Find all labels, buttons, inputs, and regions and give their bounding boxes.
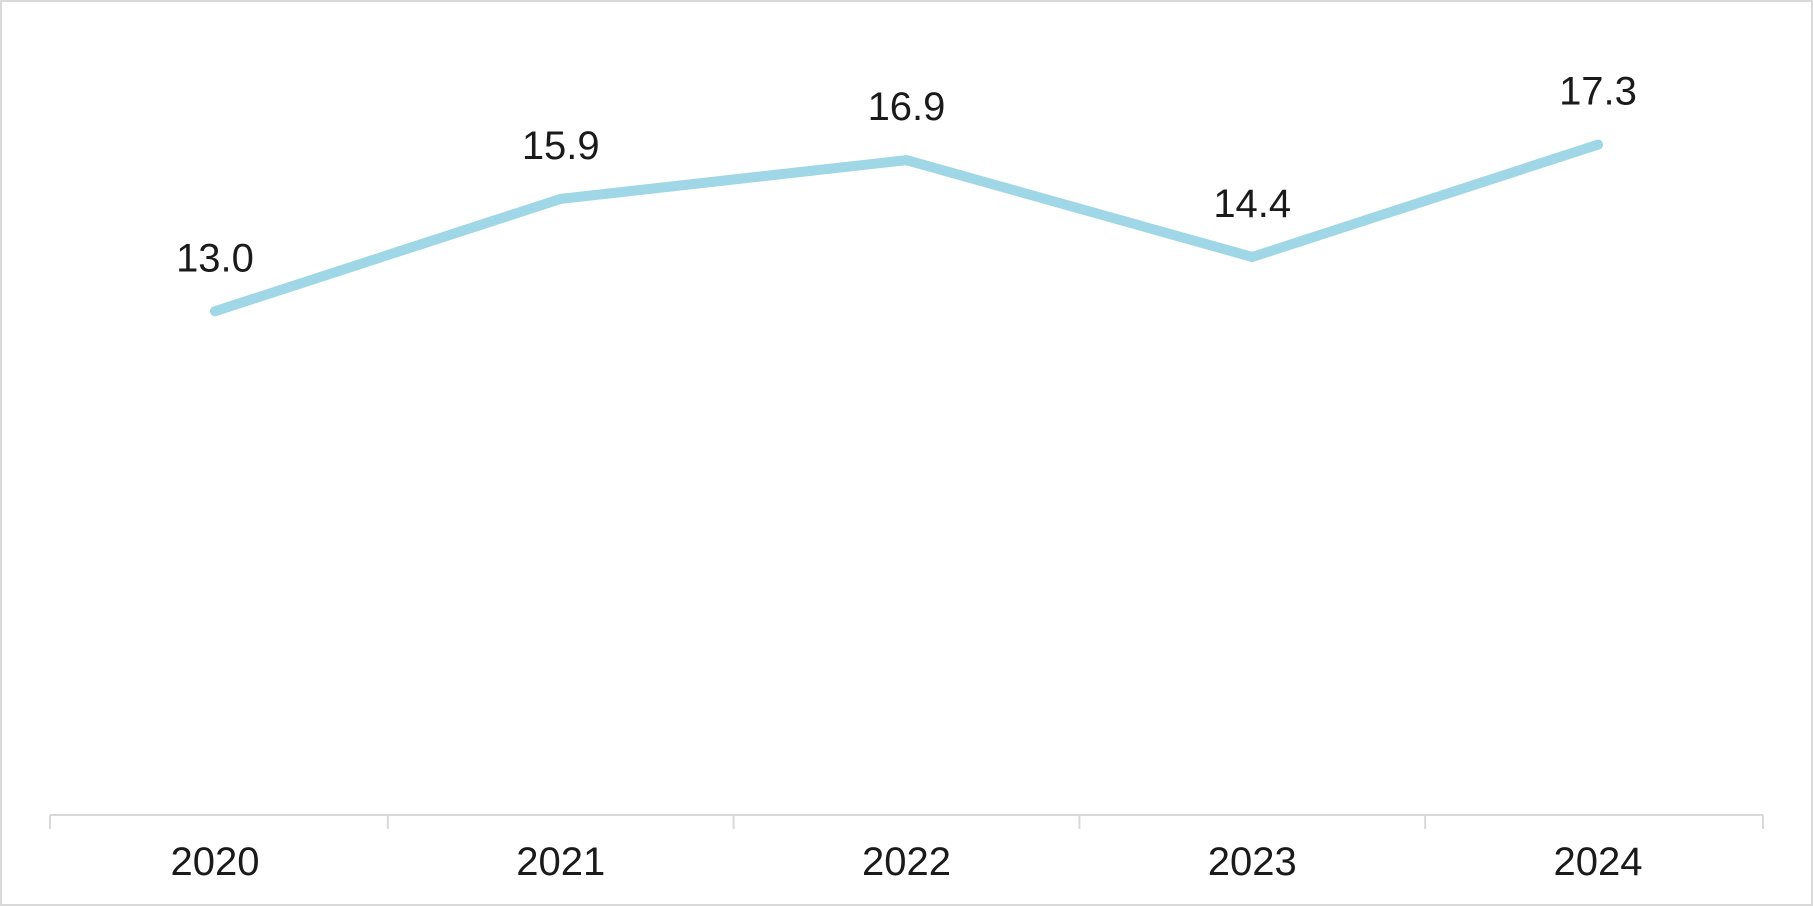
x-tick-label: 2023 (1208, 840, 1297, 884)
line-chart-svg: 13.0 15.9 16.9 14.4 17.3 2020 2021 2022 2023 2024 (0, 0, 1813, 906)
data-point (210, 306, 220, 316)
x-tick-label: 2020 (171, 840, 260, 884)
x-tick-label: 2021 (516, 840, 605, 884)
data-point (1247, 252, 1257, 262)
line-chart: 13.0 15.9 16.9 14.4 17.3 2020 2021 2022 2023 2024 (0, 0, 1813, 906)
data-label: 16.9 (868, 85, 946, 129)
data-label: 17.3 (1559, 70, 1637, 114)
data-point (902, 155, 912, 165)
data-label: 13.0 (176, 236, 254, 280)
x-tick-label: 2024 (1554, 840, 1643, 884)
x-tick-label: 2022 (862, 840, 951, 884)
data-label: 15.9 (522, 124, 600, 168)
data-point (556, 194, 566, 204)
data-point (1593, 140, 1603, 150)
data-label: 14.4 (1213, 182, 1291, 226)
